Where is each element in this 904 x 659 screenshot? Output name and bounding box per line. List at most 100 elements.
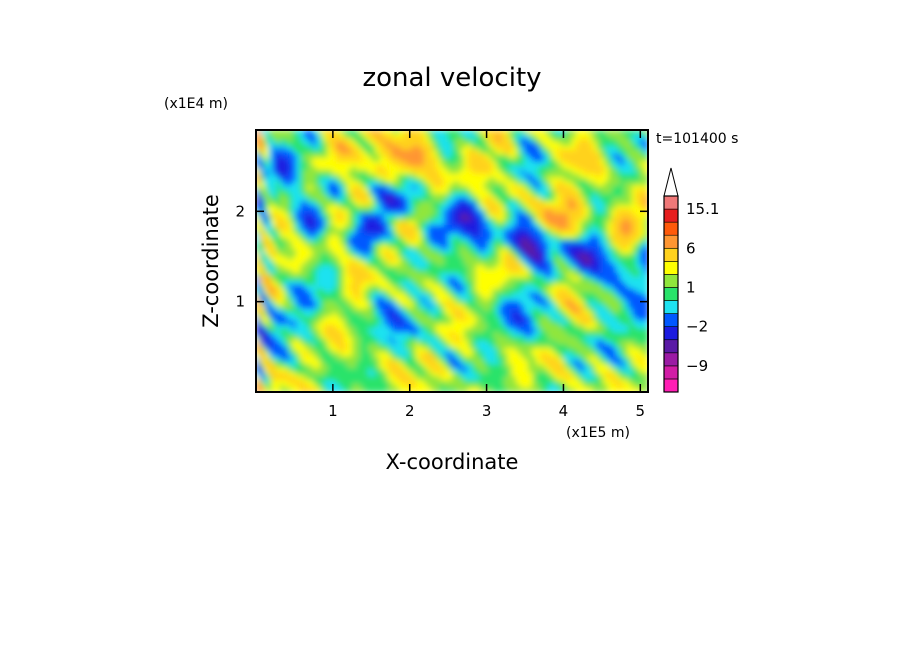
heatmap-cell: [312, 201, 317, 207]
heatmap-cell: [256, 292, 261, 298]
heatmap-cell: [264, 193, 269, 199]
heatmap-cell: [560, 320, 565, 326]
heatmap-cell: [400, 245, 405, 250]
heatmap-cell: [640, 153, 645, 159]
heatmap-cell: [512, 288, 517, 294]
heatmap-cell: [636, 205, 641, 210]
heatmap-cell: [292, 193, 297, 199]
heatmap-cell: [292, 221, 297, 226]
heatmap-cell: [512, 165, 517, 171]
heatmap-cell: [400, 328, 405, 334]
heatmap-cell: [624, 149, 629, 155]
heatmap-cell: [588, 177, 593, 183]
heatmap-cell: [448, 296, 453, 302]
heatmap-cell: [552, 284, 557, 290]
heatmap-cell: [392, 241, 397, 246]
heatmap-cell: [512, 292, 517, 298]
heatmap-cell: [352, 201, 357, 207]
heatmap-cell: [440, 288, 445, 294]
heatmap-cell: [468, 133, 473, 139]
heatmap-cell: [440, 189, 445, 195]
heatmap-cell: [620, 130, 625, 135]
heatmap-cell: [440, 229, 445, 234]
heatmap-cell: [548, 308, 553, 314]
heatmap-cell: [356, 201, 361, 207]
heatmap-cell: [544, 153, 549, 159]
heatmap-cell: [628, 300, 633, 306]
heatmap-cell: [456, 308, 461, 314]
heatmap-cell: [624, 133, 629, 139]
heatmap-cell: [636, 292, 641, 298]
heatmap-cell: [460, 237, 465, 242]
heatmap-cell: [324, 177, 329, 183]
heatmap-cell: [476, 153, 481, 159]
heatmap-cell: [480, 241, 485, 246]
heatmap-cell: [488, 264, 493, 270]
heatmap-cell: [304, 241, 309, 246]
heatmap-cell: [292, 201, 297, 207]
heatmap-cell: [324, 157, 329, 163]
heatmap-cell: [300, 213, 305, 218]
heatmap-cell: [368, 205, 373, 210]
heatmap-cell: [592, 292, 597, 298]
heatmap-cell: [452, 320, 457, 326]
heatmap-cell: [596, 149, 601, 155]
heatmap-cell: [260, 181, 265, 187]
heatmap-cell: [328, 137, 333, 143]
heatmap-cell: [528, 157, 533, 163]
heatmap-cell: [344, 130, 349, 135]
heatmap-cell: [520, 165, 525, 171]
heatmap-cell: [492, 320, 497, 326]
heatmap-cell: [360, 149, 365, 155]
heatmap-cell: [348, 328, 353, 334]
heatmap-cell: [448, 288, 453, 294]
heatmap-cell: [468, 320, 473, 326]
heatmap-cell: [284, 153, 289, 159]
heatmap-cell: [440, 173, 445, 179]
heatmap-cell: [364, 209, 369, 214]
heatmap-cell: [392, 185, 397, 191]
heatmap-cell: [324, 300, 329, 306]
heatmap-cell: [380, 312, 385, 318]
heatmap-cell: [348, 193, 353, 199]
heatmap-cell: [596, 253, 601, 258]
heatmap-cell: [444, 245, 449, 250]
heatmap-cell: [464, 221, 469, 226]
heatmap-cell: [296, 292, 301, 298]
heatmap-cell: [640, 173, 645, 179]
heatmap-cell: [380, 221, 385, 226]
heatmap-cell: [340, 225, 345, 230]
heatmap-cell: [376, 169, 381, 175]
heatmap-cell: [488, 149, 493, 155]
heatmap-cell: [532, 328, 537, 334]
heatmap-cell: [612, 197, 617, 203]
heatmap-cell: [308, 217, 313, 222]
heatmap-cell: [396, 205, 401, 210]
heatmap-cell: [560, 185, 565, 191]
heatmap-cell: [516, 141, 521, 147]
heatmap-cell: [576, 225, 581, 230]
heatmap-cell: [488, 141, 493, 147]
heatmap-cell: [572, 153, 577, 159]
heatmap-cell: [628, 308, 633, 314]
heatmap-cell: [372, 161, 377, 167]
heatmap-cell: [360, 312, 365, 318]
heatmap-cell: [372, 130, 377, 135]
heatmap-cell: [624, 312, 629, 318]
heatmap-cell: [276, 181, 281, 187]
heatmap-cell: [600, 261, 605, 266]
heatmap-cell: [356, 217, 361, 222]
heatmap-cell: [600, 213, 605, 218]
heatmap-cell: [508, 284, 513, 290]
heatmap-cell: [504, 221, 509, 226]
heatmap-cell: [644, 276, 648, 282]
heatmap-cell: [284, 221, 289, 226]
heatmap-cell: [624, 328, 629, 334]
heatmap-cell: [336, 264, 341, 270]
heatmap-cell: [548, 245, 553, 250]
heatmap-cell: [336, 217, 341, 222]
heatmap-cell: [336, 245, 341, 250]
heatmap-cell: [504, 213, 509, 218]
heatmap-cell: [436, 165, 441, 171]
heatmap-cell: [536, 257, 541, 262]
